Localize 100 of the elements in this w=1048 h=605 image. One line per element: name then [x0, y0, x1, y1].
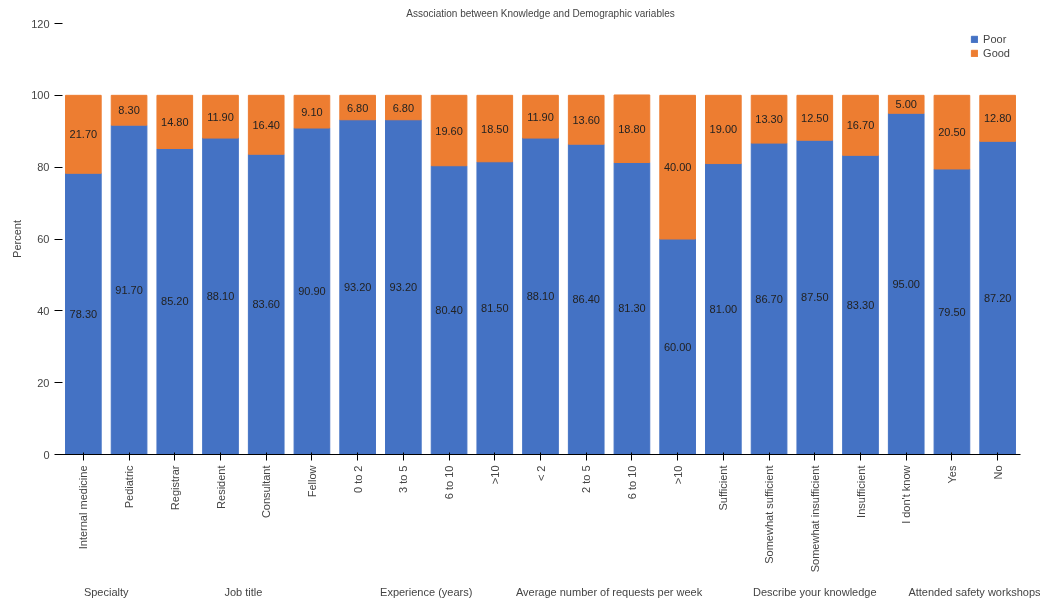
bar [842, 154, 879, 455]
data-label: 90.90 [298, 285, 326, 298]
y-tick-label: 120 [31, 17, 50, 30]
x-tick-label: 2 to 5 [580, 465, 593, 494]
bar [979, 94, 1016, 142]
legend-label: Good [983, 47, 1010, 59]
x-tick-label: < 2 [534, 465, 547, 482]
bar [293, 127, 331, 455]
text: Average number of requests per week [515, 585, 703, 598]
bar [293, 94, 331, 129]
bar [522, 94, 559, 139]
data-label: 21.70 [69, 128, 98, 141]
y-tick-label: 80 [37, 161, 50, 174]
data-label: 12.50 [801, 111, 829, 124]
data-label: 20.50 [938, 126, 966, 139]
text: Job title [224, 585, 263, 598]
bar [613, 94, 651, 163]
y-tick-label: 0 [43, 448, 50, 461]
data-label: 91.70 [115, 283, 143, 296]
data-label: 40.00 [663, 161, 692, 174]
data-label: 12.80 [983, 112, 1012, 125]
x-tick-label: Internal medicine [77, 465, 90, 550]
x-tick-label: Fellow [305, 465, 318, 498]
bar [339, 119, 376, 455]
y-tick-label: 20 [37, 376, 50, 389]
bar [430, 165, 468, 455]
y-axis-title: Percent [11, 220, 24, 258]
data-label: 14.80 [161, 115, 189, 128]
y-tick-label: 40 [37, 304, 50, 317]
x-tick-label: Consultant [260, 465, 273, 519]
bar [476, 94, 514, 163]
data-label: 19.60 [435, 124, 463, 137]
data-label: 80.40 [435, 304, 463, 317]
bar [659, 238, 696, 455]
data-label: 19.00 [709, 123, 738, 136]
data-label: 88.10 [526, 290, 555, 303]
data-label: 60.00 [663, 340, 692, 353]
bar [65, 94, 102, 174]
bar [385, 119, 422, 455]
data-label: 88.10 [206, 290, 235, 303]
bar [613, 162, 651, 455]
data-label: 13.30 [755, 113, 783, 126]
data-label: 16.40 [252, 118, 280, 131]
data-label: 6.80 [392, 101, 415, 114]
x-tick-label: Resident [214, 465, 227, 509]
text: Attended safety workshops [908, 585, 1041, 598]
bar [750, 94, 788, 144]
bar [659, 94, 696, 240]
data-label: 81.00 [709, 303, 738, 316]
x-tick-label: 0 to 2 [351, 465, 364, 494]
x-tick-label: 6 to 10 [625, 465, 638, 500]
y-tick-label: 60 [37, 233, 50, 245]
bar [430, 94, 468, 167]
x-tick-label: Sufficient [717, 465, 730, 511]
data-label: 6.80 [346, 101, 369, 114]
data-label: 9.10 [301, 105, 323, 118]
bar [247, 94, 285, 155]
data-label: 81.30 [618, 302, 646, 315]
data-label: 86.70 [755, 292, 783, 305]
data-label: 93.20 [343, 281, 372, 294]
bar [476, 161, 514, 455]
x-tick-label: 6 to 10 [443, 465, 456, 500]
data-label: 18.80 [618, 122, 646, 135]
x-tick-label: Insufficient [854, 465, 867, 518]
x-tick-label: No [991, 465, 1004, 480]
x-tick-label: >10 [488, 465, 501, 485]
bar [156, 94, 194, 149]
bar [110, 94, 148, 126]
bar [842, 94, 879, 156]
x-tick-label: >10 [671, 465, 684, 485]
data-label: 86.40 [572, 293, 600, 306]
y-tick-label: 100 [31, 89, 50, 102]
x-tick-label: Yes [945, 465, 958, 484]
bar [247, 153, 285, 455]
bar [887, 112, 925, 455]
x-tick-label: I don't know [900, 465, 913, 524]
data-label: 78.30 [69, 307, 98, 320]
x-tick-label: Somewhat insufficient [808, 465, 821, 573]
data-label: 18.50 [481, 122, 509, 135]
bar [796, 139, 834, 455]
data-label: 8.30 [118, 104, 140, 117]
bar [202, 137, 239, 455]
bar [65, 172, 102, 455]
bar [156, 147, 194, 455]
data-label: 83.60 [252, 298, 280, 311]
data-label: 83.30 [846, 298, 875, 311]
bar [796, 94, 834, 141]
data-label: 95.00 [892, 277, 920, 290]
bar [110, 124, 148, 455]
data-label: 81.50 [481, 302, 509, 315]
bar [750, 142, 788, 455]
bar [933, 94, 971, 170]
x-tick-label: 3 to 5 [397, 465, 410, 494]
data-label: 16.70 [846, 119, 875, 132]
data-label: 13.60 [572, 113, 600, 126]
bar [567, 94, 605, 145]
bar [979, 140, 1016, 455]
data-label: 79.50 [938, 305, 966, 318]
data-label: 11.90 [207, 110, 234, 123]
chart-title: Association between Knowledge and Demographic variables [406, 7, 675, 19]
